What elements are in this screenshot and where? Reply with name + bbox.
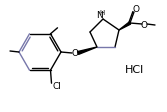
Text: O: O: [140, 20, 147, 29]
Polygon shape: [119, 23, 131, 31]
Polygon shape: [77, 48, 97, 55]
Text: HCl: HCl: [125, 64, 145, 74]
Text: H: H: [99, 10, 105, 16]
Text: O: O: [71, 49, 78, 58]
Text: O: O: [132, 4, 139, 13]
Text: Cl: Cl: [52, 81, 61, 90]
Text: N: N: [96, 10, 102, 19]
